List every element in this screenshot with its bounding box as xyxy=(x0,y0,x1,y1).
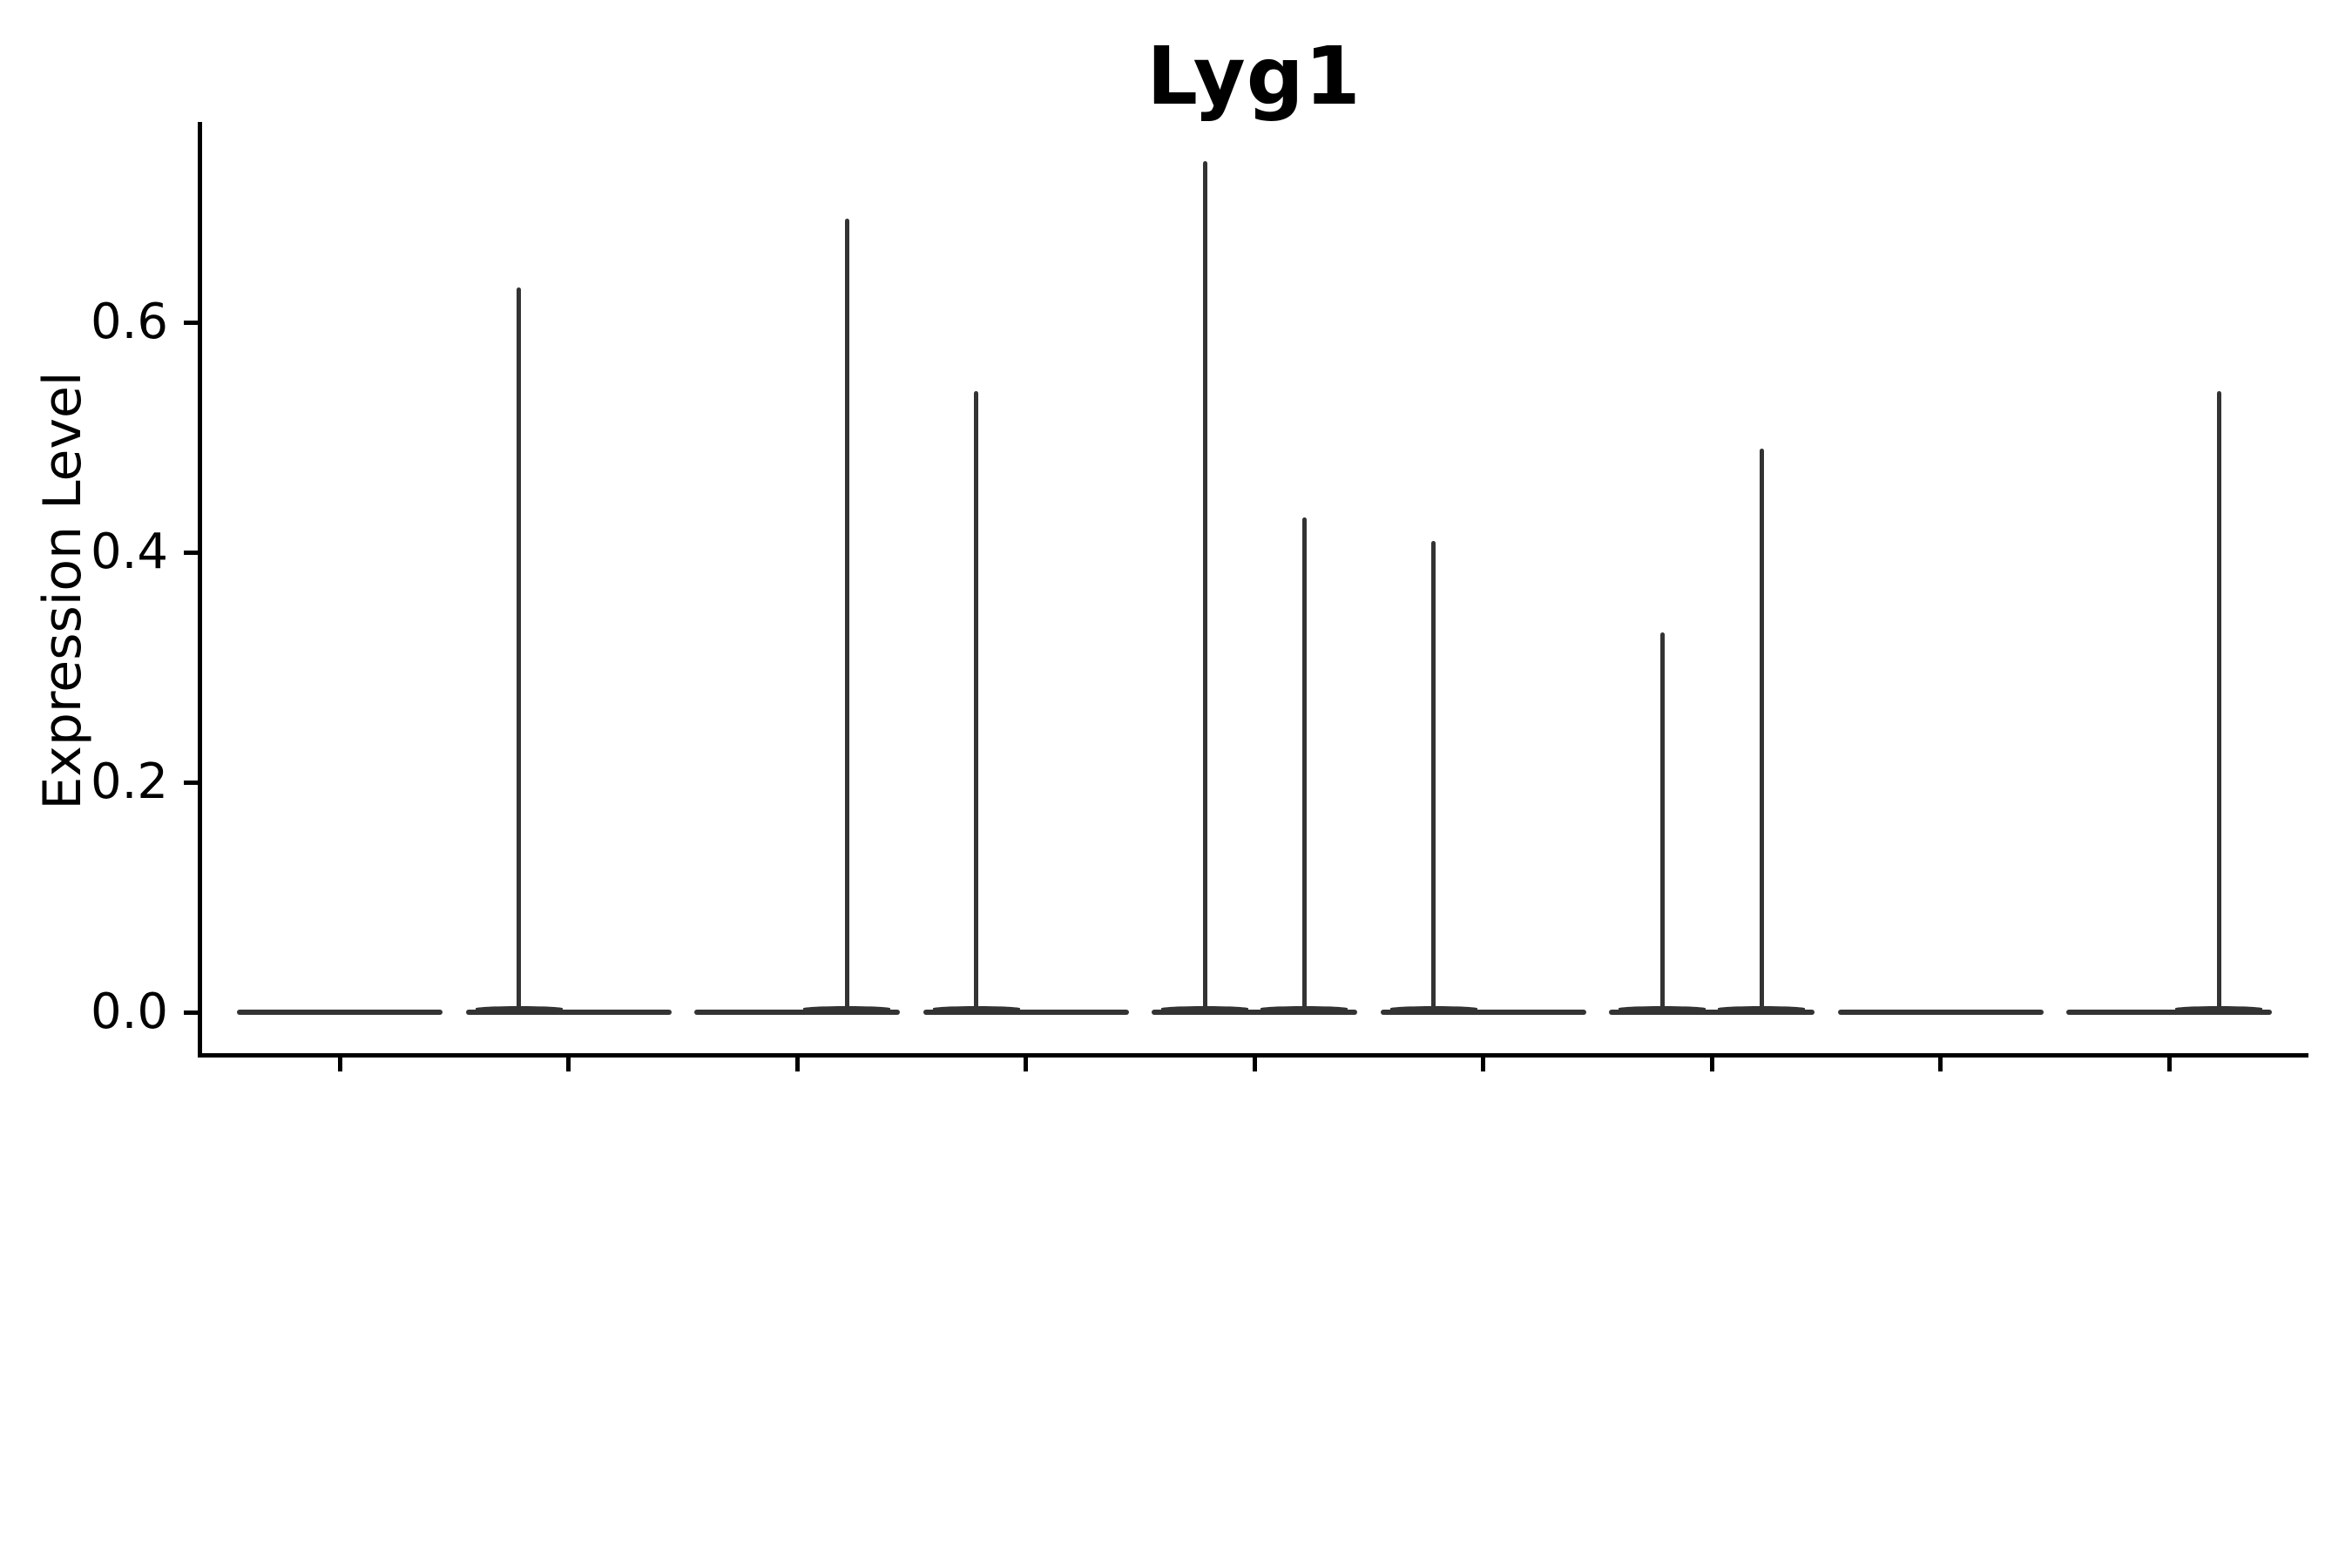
y-tick-mark xyxy=(184,551,198,555)
violin-base-bar xyxy=(465,1010,672,1015)
x-tick-mark xyxy=(1938,1058,1943,1071)
x-tick-mark xyxy=(337,1058,342,1071)
x-tick-mark xyxy=(794,1058,800,1071)
violin-spike xyxy=(1301,517,1307,1012)
violin-spike xyxy=(844,219,849,1012)
violin-spike xyxy=(974,391,978,1012)
y-tick-mark xyxy=(184,321,198,325)
x-tick-mark xyxy=(2166,1058,2172,1071)
violin-base-bar xyxy=(694,1010,900,1015)
violin-spike xyxy=(1659,632,1665,1012)
violin-base-bar xyxy=(923,1010,1129,1015)
violin-spike xyxy=(1759,449,1764,1012)
y-tick-mark xyxy=(184,1010,198,1015)
violin-base-bar xyxy=(1380,1010,1586,1015)
x-tick-mark xyxy=(1709,1058,1714,1071)
y-tick-label: 0.0 xyxy=(90,983,168,1040)
violin-base-bar xyxy=(1609,1010,1815,1015)
x-tick-mark xyxy=(1024,1058,1028,1071)
violin-spike xyxy=(1202,161,1207,1012)
x-tick-mark xyxy=(1252,1058,1257,1071)
y-axis-line xyxy=(198,122,202,1058)
x-tick-mark xyxy=(566,1058,571,1071)
violin-spike xyxy=(1431,540,1436,1012)
y-tick-label: 0.6 xyxy=(90,294,168,350)
violin-spike xyxy=(2216,391,2221,1012)
chart-title: Lyg1 xyxy=(1146,30,1362,123)
y-tick-label: 0.2 xyxy=(90,754,168,810)
violin-base-bar xyxy=(1837,1010,2044,1015)
x-axis-line xyxy=(198,1053,2308,1058)
y-tick-label: 0.4 xyxy=(90,524,168,580)
x-tick-mark xyxy=(1481,1058,1485,1071)
violin-base-bar xyxy=(1152,1010,1357,1015)
y-tick-mark xyxy=(184,781,198,785)
violin-spike xyxy=(517,287,521,1012)
violin-base-bar xyxy=(237,1010,443,1015)
violin-base-bar xyxy=(2066,1010,2272,1015)
